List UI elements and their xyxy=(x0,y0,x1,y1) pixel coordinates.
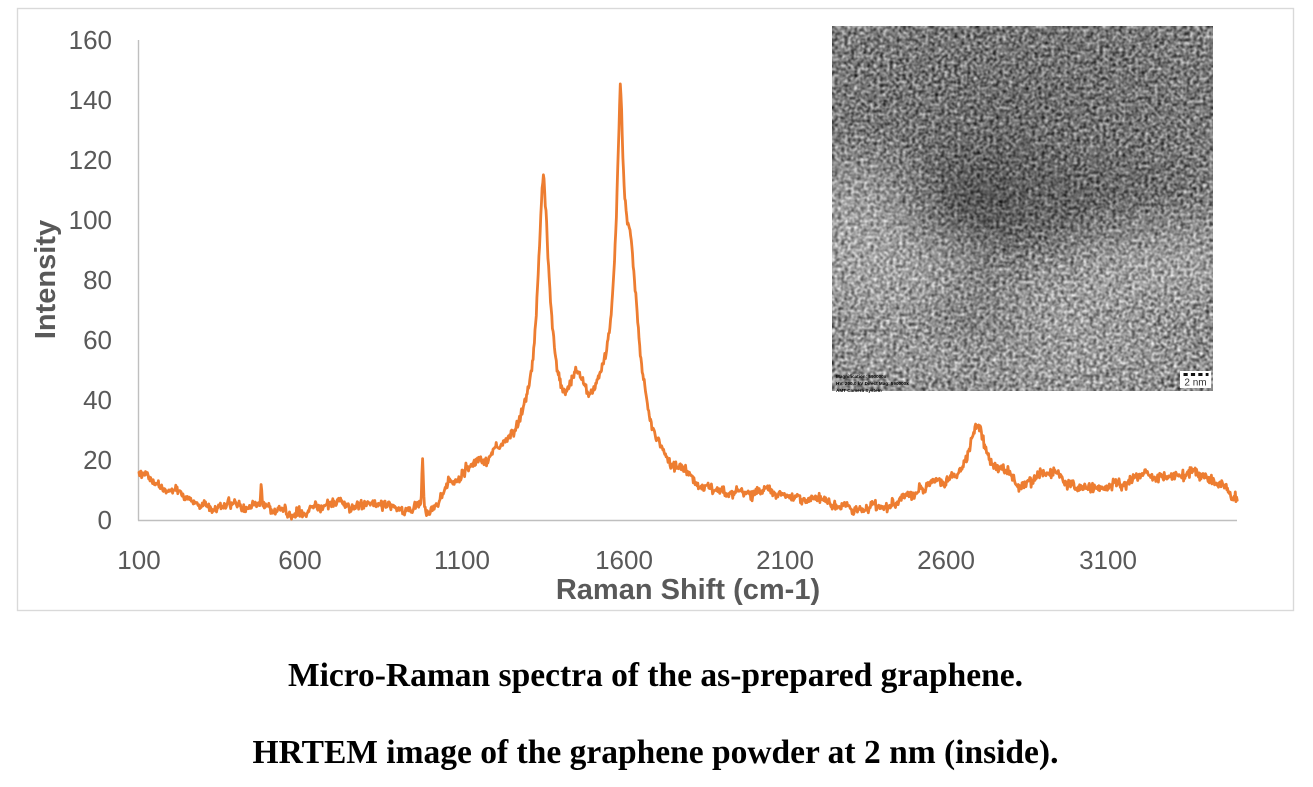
svg-text:Micro-Raman spectra of the as-: Micro-Raman spectra of the as-prepared g… xyxy=(288,657,1023,694)
svg-text:2 nm: 2 nm xyxy=(1184,378,1206,389)
svg-text:3100: 3100 xyxy=(1079,545,1137,575)
svg-text:80: 80 xyxy=(83,265,112,295)
svg-text:40: 40 xyxy=(83,385,112,415)
svg-text:140: 140 xyxy=(69,85,112,115)
svg-text:2100: 2100 xyxy=(756,545,814,575)
svg-text:20: 20 xyxy=(83,445,112,475)
svg-text:0: 0 xyxy=(98,505,112,535)
svg-text:1100: 1100 xyxy=(434,545,490,575)
svg-text:1600: 1600 xyxy=(595,545,653,575)
svg-text:2600: 2600 xyxy=(917,545,975,575)
svg-text:60: 60 xyxy=(83,325,112,355)
svg-text:Intensity: Intensity xyxy=(30,220,62,339)
svg-text:AMT Camera System: AMT Camera System xyxy=(836,388,882,393)
svg-text:HRTEM image of the graphene po: HRTEM image of the graphene powder at 2 … xyxy=(253,734,1059,771)
svg-text:HV: 200.0 kV Direct Mag: 5900: HV: 200.0 kV Direct Mag: 590000x xyxy=(836,381,909,386)
svg-text:100: 100 xyxy=(117,545,160,575)
svg-text:120: 120 xyxy=(69,145,112,175)
svg-text:600: 600 xyxy=(278,545,321,575)
svg-text:160: 160 xyxy=(69,25,112,55)
svg-text:100: 100 xyxy=(69,205,112,235)
svg-text:Raman Shift (cm-1): Raman Shift (cm-1) xyxy=(556,574,820,606)
svg-text:Magnification: 590000x: Magnification: 590000x xyxy=(836,374,887,379)
